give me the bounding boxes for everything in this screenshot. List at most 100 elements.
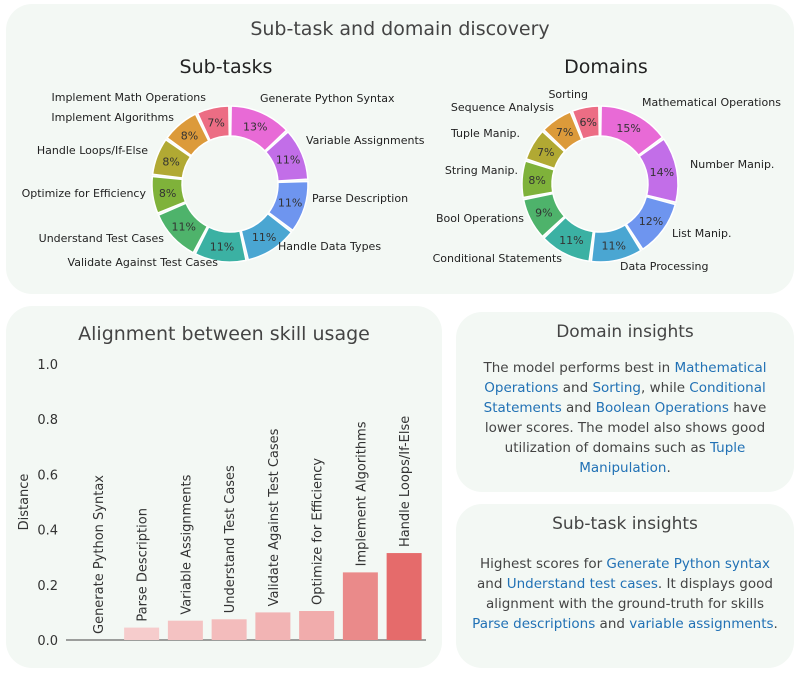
highlight-term: Parse descriptions [472,616,596,632]
subtask-slice-pct: 13% [243,120,267,133]
highlight-term: Mathematical Operations [484,360,767,396]
domain-slice-pct: 11% [559,234,583,247]
bar-category-label: Parse Description [136,508,151,622]
domain-slice [638,138,679,204]
subtask-slice [267,180,309,232]
bar-y-tick: 0.0 [37,634,58,649]
domain-slice-label: Bool Operations [436,212,524,225]
insight-text-segment: The model performs best in [483,360,675,376]
subtask-slice [166,113,210,157]
insight-text-segment: . [773,616,778,632]
bar-category-label: Understand Test Cases [223,465,238,613]
domain-insights-title: Domain insights [556,322,694,342]
domain-slice-pct: 11% [602,239,626,252]
subtask-slice-pct: 8% [181,130,198,143]
domain-insights-text: The model performs best in Mathematical … [468,358,782,478]
bar [342,572,378,640]
domain-slice-label: Tuple Manip. [450,127,520,140]
domains-title: Domains [564,56,648,78]
bar-y-tick: 0.8 [37,413,58,428]
bar [255,612,291,640]
domain-slice-pct: 8% [528,174,545,187]
highlight-term: Generate Python syntax [606,556,770,572]
subtask-slice-label: Handle Loops/If-Else [37,144,148,157]
bar-chart-title: Alignment between skill usage [78,323,370,345]
domain-slice-label: Number Manip. [690,158,774,171]
subtasks-title: Sub-tasks [179,56,273,78]
subtask-slice [240,212,293,261]
subtask-slice-pct: 8% [159,187,176,200]
domain-slice-pct: 7% [556,126,573,139]
subtask-slice-label: Variable Assignments [306,134,425,147]
domain-slice-pct: 6% [579,116,596,129]
bar-category-label: Generate Python Syntax [92,475,107,634]
domain-slice-label: Sorting [548,88,588,101]
subtask-slice-label: Validate Against Test Cases [68,256,219,269]
subtask-slice-pct: 11% [278,197,302,210]
bar-y-tick: 1.0 [37,358,58,373]
subtask-slice-pct: 11% [210,240,234,253]
subtask-slice-pct: 11% [171,221,195,234]
highlight-term: Conditional Statements [483,380,766,416]
subtask-slice [196,105,231,142]
subtask-slice [264,130,309,182]
domain-slice [599,105,664,157]
bar-y-tick: 0.6 [37,468,58,483]
domain-slice [625,195,677,251]
alignment-panel: Alignment between skill usage Distance 0.0… [6,306,442,668]
bar-y-axis-label: Distance [17,474,32,531]
highlight-term: Sorting [592,380,642,396]
subtask-slice-pct: 11% [276,154,300,167]
domain-slice [542,216,595,263]
insight-text-segment: . It displays good alignment with the gr… [485,576,773,612]
insight-text-segment: Highest scores for [480,556,607,572]
bar-category-label: Handle Loops/If-Else [398,416,413,547]
main-title: Sub-task and domain discovery [250,18,550,40]
subtasks-donut-chart: 13% Generate Python Syntax 11% Variable Ass… [22,88,782,273]
domain-slice-label: Mathematical Operations [642,96,781,109]
subtask-slice-label: Understand Test Cases [39,232,165,245]
highlight-term: Boolean Operations [595,400,729,416]
domain-slice-pct: 14% [650,166,674,179]
domain-slice [521,160,556,199]
bar-category-label: Implement Algorithms [354,421,369,566]
domain-slice-label: Data Processing [620,260,709,273]
bar [167,620,203,640]
bar-category-label: Validate Against Test Cases [267,428,282,606]
domain-slice-label: String Manip. [445,164,518,177]
subtask-slice-pct: 11% [252,231,276,244]
domain-slice [522,192,566,238]
domain-slice [542,110,583,152]
domain-slice-label: Sequence Analysis [451,101,554,114]
domain-slice-pct: 9% [535,207,552,220]
bar-y-tick: 0.2 [37,579,58,594]
subtask-slice [157,202,209,254]
bar [211,619,247,640]
highlight-term: Tuple Manipulation [579,440,746,476]
subtask-slice-pct: 7% [207,117,224,130]
subtask-slice [151,175,187,215]
bar [299,611,335,640]
domain-slice-pct: 7% [537,146,554,159]
bar-category-label: Variable Assignments [179,474,194,614]
subtask-slice-pct: 8% [162,156,179,169]
alignment-bar-chart: Alignment between skill usage Distance 0.0… [17,323,426,649]
domain-slice [525,130,566,170]
domain-slice-pct: 15% [616,122,640,135]
discovery-panel: Sub-task and domain discovery Sub-tasks … [6,4,794,294]
insight-text-segment: and [558,380,593,396]
domain-insights-panel: Domain insights The model performs best … [456,312,794,492]
insight-text-segment: . [666,460,671,476]
subtask-slice [151,138,192,179]
insight-text-segment: and [561,400,596,416]
subtask-slice-label: Parse Description [312,192,408,205]
bar-y-tick: 0.4 [37,524,58,539]
subtask-slice [194,225,247,263]
highlight-term: variable assignments [629,616,774,632]
bar-category-label: Optimize for Efficiency [311,458,326,605]
highlight-term: Understand test cases [506,576,658,592]
subtask-slice-label: Implement Math Operations [51,91,206,104]
insight-text-segment: and [477,576,507,592]
insight-text-segment: , while [641,380,690,396]
insight-text-segment: and [595,616,630,632]
